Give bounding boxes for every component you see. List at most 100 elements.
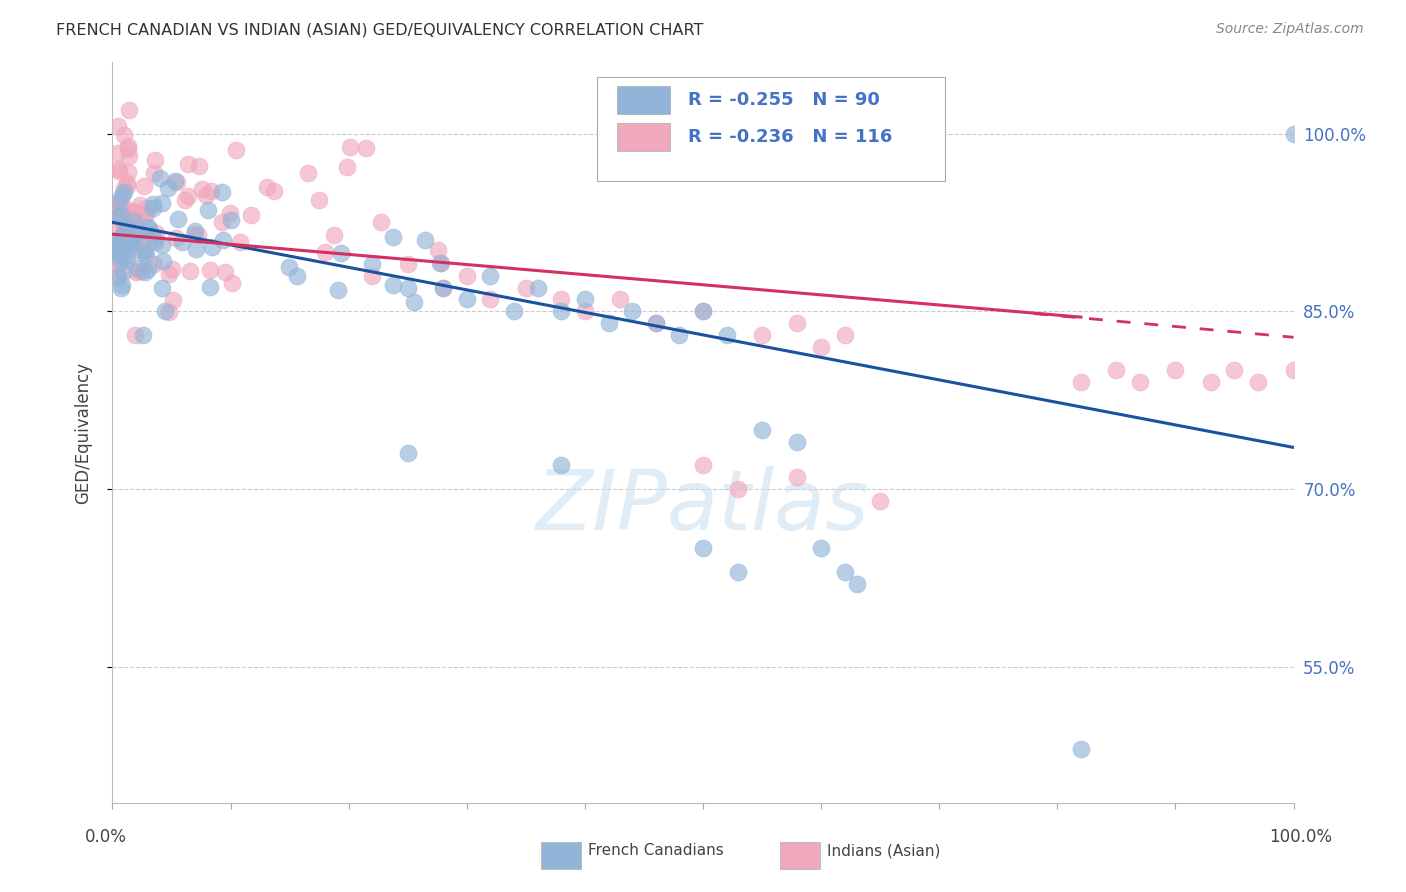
Point xyxy=(150,281,173,295)
Point xyxy=(143,166,166,180)
Point xyxy=(135,201,157,215)
Y-axis label: GED/Equivalency: GED/Equivalency xyxy=(73,361,91,504)
Point xyxy=(727,565,749,579)
Point xyxy=(160,262,183,277)
Point xyxy=(326,283,349,297)
Point xyxy=(219,213,242,227)
Point xyxy=(668,327,690,342)
Point xyxy=(110,254,132,268)
Point xyxy=(120,233,142,247)
Text: 0.0%: 0.0% xyxy=(84,828,127,846)
Point xyxy=(177,157,200,171)
Point xyxy=(834,565,856,579)
Point xyxy=(127,264,149,278)
Point xyxy=(834,327,856,342)
Point xyxy=(396,446,419,460)
Point xyxy=(111,199,134,213)
Point xyxy=(751,327,773,342)
Point xyxy=(396,257,419,271)
Point xyxy=(145,226,167,240)
Point xyxy=(240,208,263,222)
Point xyxy=(135,249,157,263)
Point xyxy=(110,281,132,295)
Point xyxy=(550,293,572,307)
Point xyxy=(308,193,330,207)
Point xyxy=(190,182,212,196)
Point xyxy=(177,189,200,203)
Point xyxy=(108,209,131,223)
Point xyxy=(810,541,832,555)
Point xyxy=(609,293,631,307)
Point xyxy=(221,276,243,290)
Point xyxy=(111,226,134,240)
Point xyxy=(107,252,129,267)
Point xyxy=(153,303,176,318)
Point xyxy=(107,267,129,281)
Point xyxy=(111,228,134,243)
Point xyxy=(149,171,172,186)
Point xyxy=(198,280,221,294)
Point xyxy=(165,230,187,244)
Point xyxy=(115,243,138,257)
Point xyxy=(108,212,131,227)
Point xyxy=(117,240,139,254)
Point xyxy=(167,211,190,226)
Point xyxy=(128,206,150,220)
Point xyxy=(107,161,129,176)
Point xyxy=(278,260,301,274)
Point xyxy=(111,264,134,278)
Point xyxy=(125,265,148,279)
Point xyxy=(1164,363,1187,377)
Point xyxy=(107,197,129,211)
Point xyxy=(201,240,224,254)
Point xyxy=(114,240,136,254)
Point xyxy=(479,268,502,283)
Point xyxy=(107,233,129,247)
Point xyxy=(869,493,891,508)
Point xyxy=(1282,127,1305,141)
Point xyxy=(183,227,205,241)
Point xyxy=(134,207,156,221)
Point xyxy=(107,248,129,262)
Point xyxy=(188,159,211,173)
Point xyxy=(110,235,132,250)
Point xyxy=(156,181,179,195)
Point xyxy=(200,184,222,198)
Point xyxy=(127,206,149,220)
Point xyxy=(1105,363,1128,377)
Point xyxy=(131,244,153,259)
Point xyxy=(117,165,139,179)
Point xyxy=(197,202,219,217)
Point xyxy=(118,231,141,245)
Point xyxy=(142,257,165,271)
Point xyxy=(432,280,454,294)
Point xyxy=(142,196,165,211)
Point xyxy=(107,164,129,178)
Point xyxy=(644,316,666,330)
Point xyxy=(550,458,572,473)
Point xyxy=(112,185,135,199)
Point xyxy=(112,215,135,229)
Point xyxy=(285,269,308,284)
Point xyxy=(118,103,141,117)
Point xyxy=(150,196,173,211)
Point xyxy=(184,243,207,257)
Point xyxy=(111,230,134,244)
Point xyxy=(1223,363,1246,377)
Point xyxy=(128,227,150,242)
Point xyxy=(142,202,165,216)
Point xyxy=(152,254,174,268)
Point xyxy=(479,293,502,307)
Point xyxy=(430,255,453,269)
Point xyxy=(114,250,136,264)
Point xyxy=(810,340,832,354)
Point xyxy=(211,185,233,199)
Point xyxy=(225,143,247,157)
Point xyxy=(115,176,138,190)
Point xyxy=(456,268,478,283)
Point xyxy=(107,119,129,133)
Point xyxy=(121,230,143,244)
Point xyxy=(184,224,207,238)
Point xyxy=(136,219,159,234)
Point xyxy=(229,235,252,249)
